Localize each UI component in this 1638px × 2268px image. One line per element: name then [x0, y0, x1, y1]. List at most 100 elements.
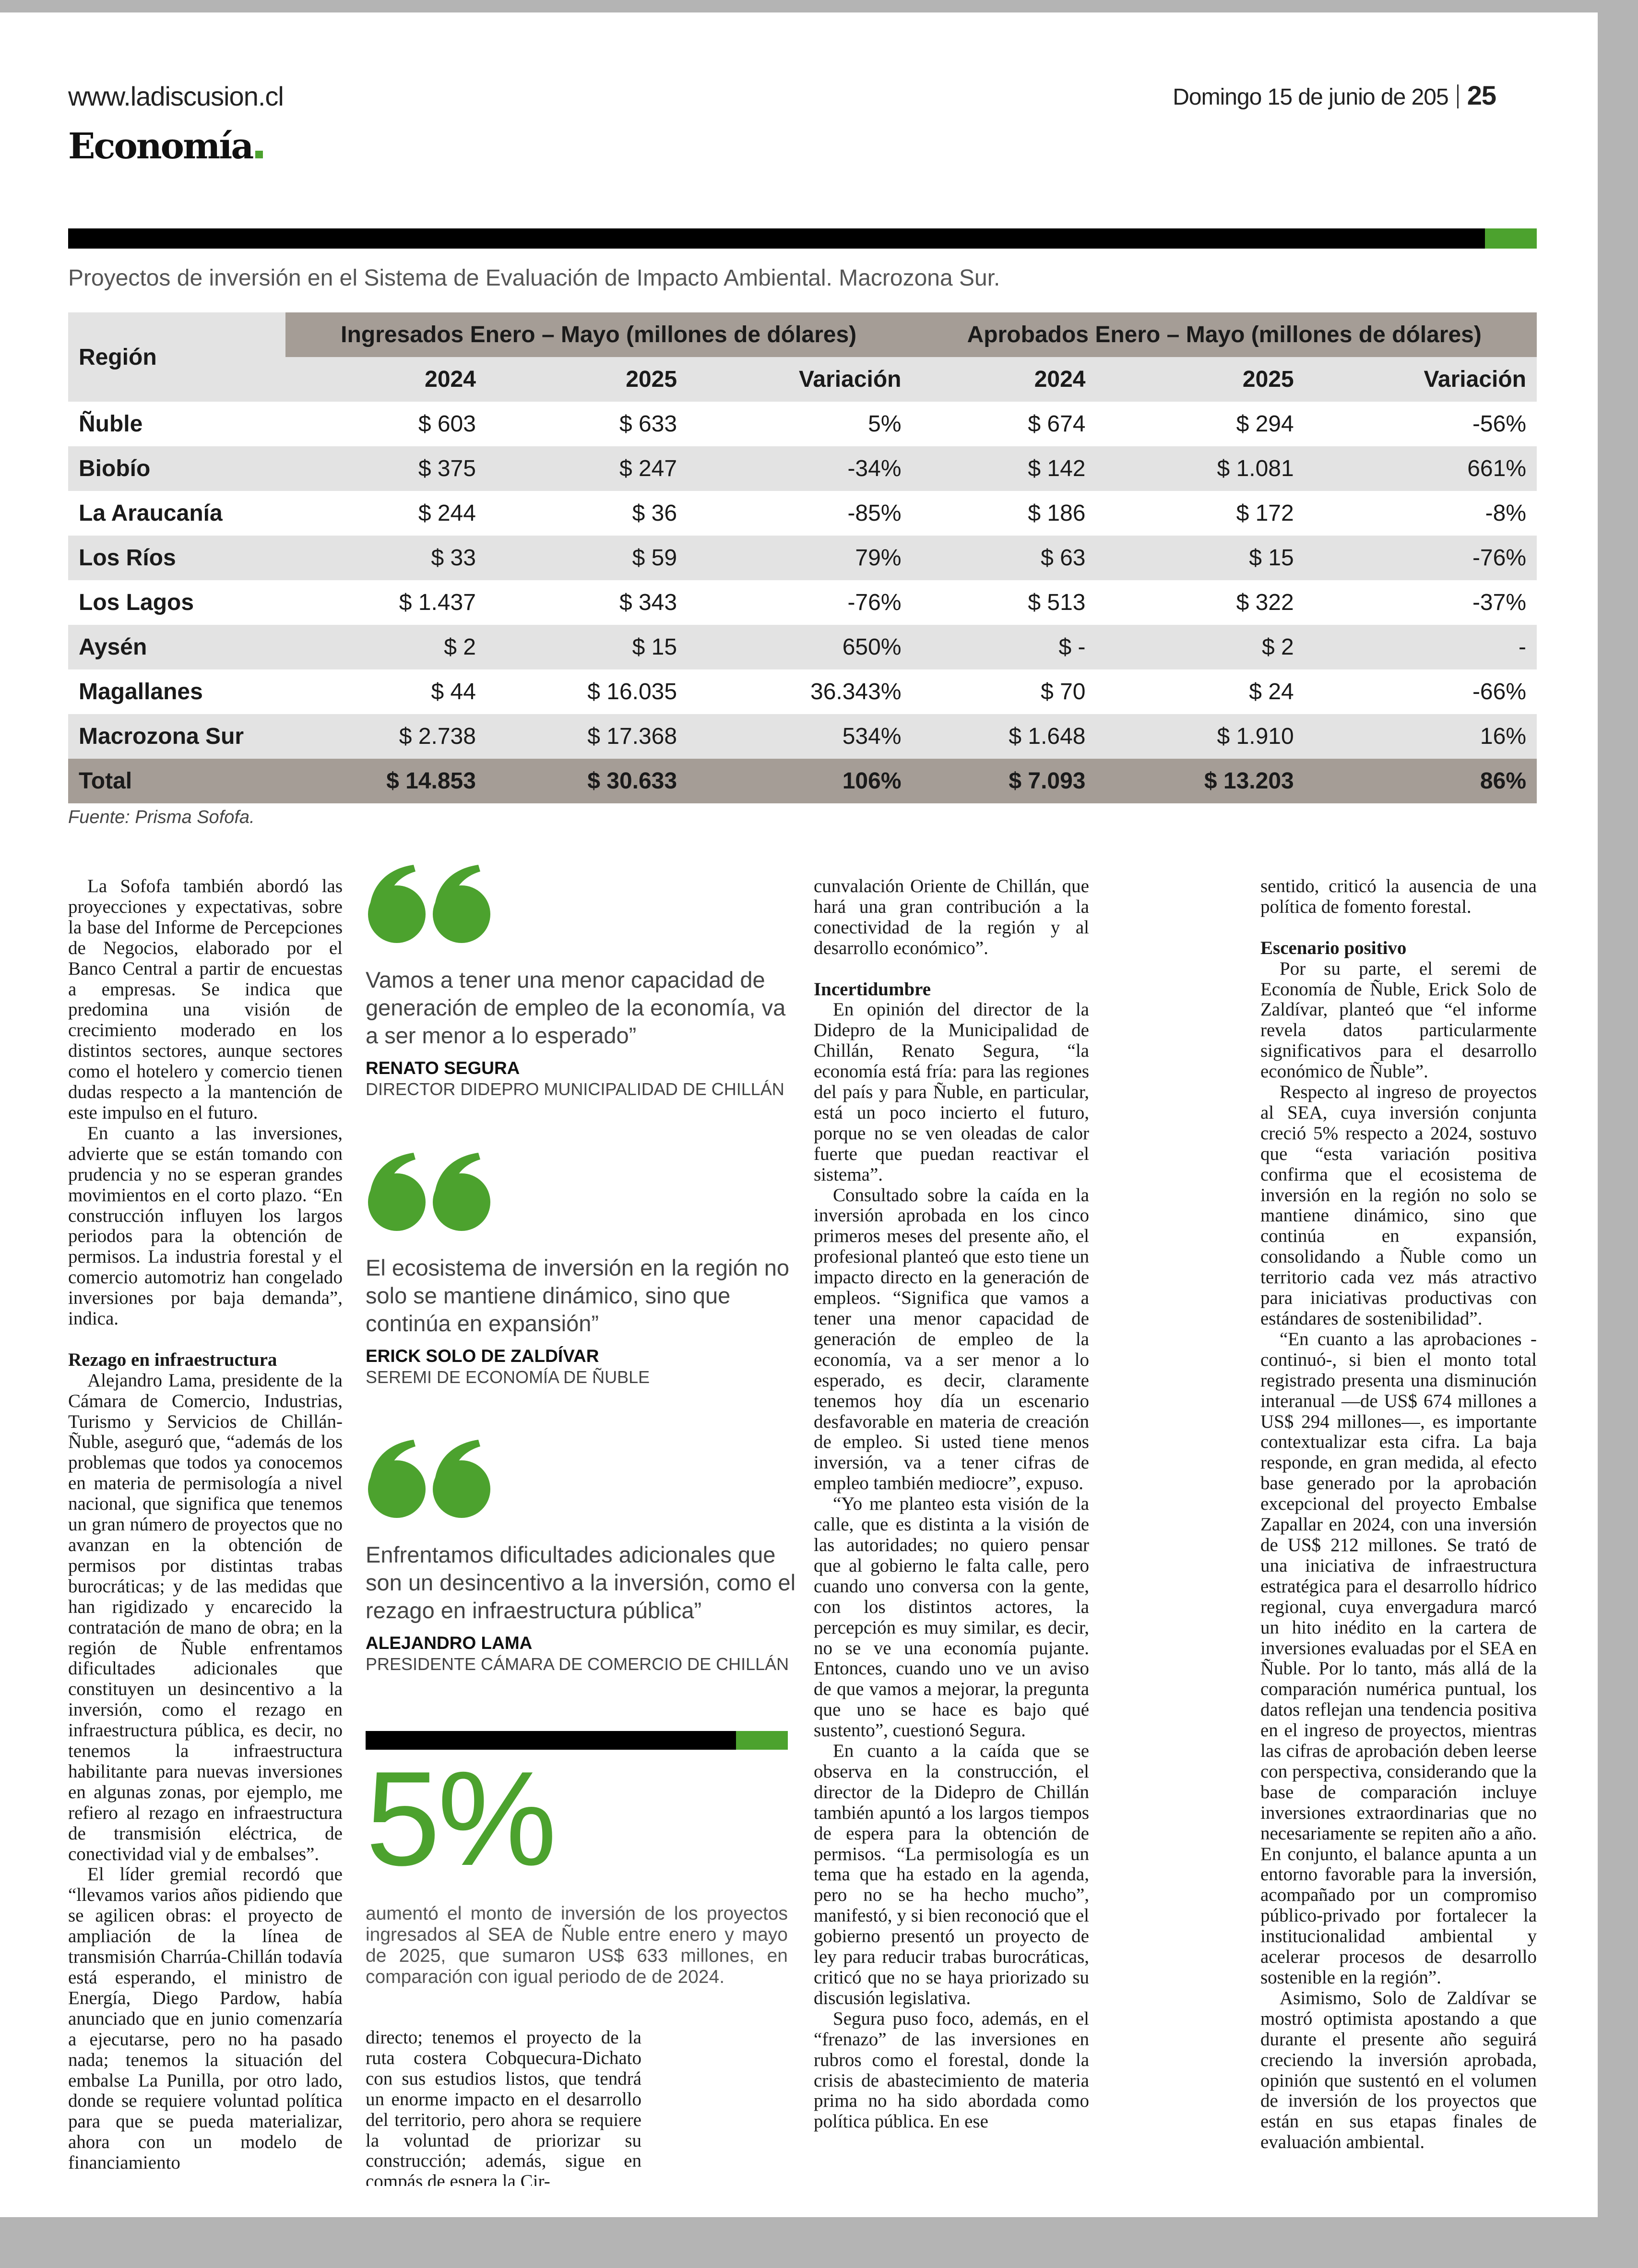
paragraph: Asimismo, Solo de Zaldívar se mostró opt…	[1260, 1987, 1537, 2153]
quote-mark-icon	[368, 1440, 490, 1518]
section-label: Economía	[68, 126, 254, 167]
paragraph: “Yo me planteo esta visión de la calle, …	[814, 1493, 1089, 1741]
value-cell: $ 30.633	[486, 759, 688, 803]
article-column-3: cunvalación Oriente de Chillán, que hará…	[814, 876, 1089, 2182]
value-cell: 86%	[1304, 759, 1537, 803]
region-cell: Los Ríos	[68, 536, 285, 580]
value-cell: 5%	[868, 411, 902, 437]
value-cell: $ 186	[1028, 501, 1086, 526]
value-cell: -56%	[1472, 411, 1526, 437]
value-cell: $ 674	[1028, 411, 1086, 437]
paragraph: En opinión del director de la Didepro de…	[814, 999, 1089, 1185]
value-cell: $ 244	[418, 501, 476, 526]
region-cell: Macrozona Sur	[68, 714, 285, 759]
value-cell: $ 16.035	[587, 679, 677, 704]
table-row: Macrozona Sur $ 2.738 $ 17.368 534% $ 1.648 $…	[68, 714, 1537, 759]
value-cell: -	[1304, 625, 1537, 669]
value-cell: $ -	[912, 625, 1096, 669]
table-row: Ñuble $ 603 $ 633 5% $ 674 $ 294 -56%	[68, 402, 1537, 446]
quote-mark-icon	[368, 1153, 490, 1231]
value-cell: $ 59	[486, 536, 688, 580]
value-cell: -37%	[1472, 590, 1526, 615]
subheader-row: 2024 2025 Variación 2024 2025 Variación	[68, 357, 1537, 402]
value-cell: $ 44	[431, 679, 476, 704]
value-cell: $ 1.081	[1096, 446, 1305, 491]
table-row: Los Ríos $ 33 $ 59 79% $ 63 $ 15 -76%	[68, 536, 1537, 580]
pull-quote-2: El ecosistema de inversión en la región …	[366, 1152, 797, 1387]
highlight-text: aumentó el monto de inversión de los pro…	[366, 1903, 788, 1987]
value-cell: 106%	[688, 759, 912, 803]
subheader-5: Variación	[1424, 367, 1526, 392]
subheader-3: 2024	[1034, 367, 1086, 392]
value-cell: $ 2	[285, 625, 487, 669]
paragraph: El líder gremial recordó que “llevamos v…	[68, 1864, 343, 2173]
value-cell: -66%	[1472, 679, 1526, 704]
value-cell: -34%	[688, 446, 912, 491]
subheader-1: 2025	[626, 367, 677, 392]
value-cell: $ 7.093	[912, 759, 1096, 803]
value-cell: $ 2.738	[285, 714, 487, 759]
value-cell: -85%	[847, 501, 902, 526]
quote-text: Enfrentamos dificultades adicionales que…	[366, 1542, 796, 1623]
value-cell: $ 294	[1236, 411, 1294, 437]
value-cell: $ 15	[486, 625, 688, 669]
subheading: Incertidumbre	[814, 979, 931, 1000]
accent-dot	[255, 151, 263, 158]
region-cell: Total	[68, 759, 285, 803]
value-cell: $ 172	[1236, 501, 1294, 526]
value-cell: 79%	[688, 536, 912, 580]
table-row: Los Lagos $ 1.437 $ 343 -76% $ 513 $ 322 -37%	[68, 580, 1537, 625]
subheader-4: 2025	[1242, 367, 1294, 392]
value-cell: $ 70	[1041, 679, 1086, 704]
value-cell: $ 15	[1096, 536, 1305, 580]
table-row: La Araucanía $ 244 $ 36 -85% $ 186 $ 172 -8%	[68, 491, 1537, 536]
date-and-page: Domingo 15 de junio de 205 25	[1173, 80, 1496, 111]
value-cell: 534%	[688, 714, 912, 759]
quote-author-role: SEREMI DE ECONOMÍA DE ÑUBLE	[366, 1367, 650, 1387]
investment-table: Región Ingresados Enero – Mayo (millones…	[68, 312, 1537, 803]
value-cell: $ 36	[632, 501, 677, 526]
value-cell: $ 513	[1028, 590, 1086, 615]
value-cell: $ 13.203	[1096, 759, 1305, 803]
quote-text: El ecosistema de inversión en la región …	[366, 1255, 790, 1336]
article-column-4: sentido, criticó la ausencia de una polí…	[1260, 876, 1537, 2182]
divider	[1457, 84, 1459, 108]
value-cell: 16%	[1304, 714, 1537, 759]
section-title: Economía	[68, 126, 263, 167]
table-source: Fuente: Prisma Sofofa.	[68, 807, 255, 827]
region-cell: Biobío	[68, 446, 285, 491]
paragraph: En cuanto a la caída que se observa en l…	[814, 1741, 1089, 2008]
highlight-figure: 5%	[366, 1744, 557, 1894]
paragraph: Por su parte, el seremi de Economía de Ñ…	[1260, 958, 1537, 1082]
paragraph: “En cuanto a las aprobaciones -continuó-…	[1260, 1328, 1537, 1988]
subheader-2: Variación	[799, 367, 902, 392]
value-cell: $ 63	[912, 536, 1096, 580]
value-cell: $ 1.437	[399, 590, 476, 615]
value-cell: $ 24	[1249, 679, 1294, 704]
value-cell: $ 17.368	[486, 714, 688, 759]
value-cell: 661%	[1304, 446, 1537, 491]
pull-quote-1: Vamos a tener una menor capacidad de gen…	[366, 864, 797, 1099]
value-cell: $ 375	[285, 446, 487, 491]
quote-author-role: PRESIDENTE CÁMARA DE COMERCIO DE CHILLÁN	[366, 1654, 789, 1674]
value-cell: $ 603	[418, 411, 476, 437]
table-row: Aysén $ 2 $ 15 650% $ - $ 2-	[68, 625, 1537, 669]
quote-author: ERICK SOLO DE ZALDÍVAR	[366, 1346, 599, 1366]
paragraph: Alejandro Lama, presidente de la Cámara …	[68, 1370, 343, 1864]
site-url[interactable]: www.ladiscusion.cl	[68, 81, 284, 111]
region-cell: La Araucanía	[79, 501, 223, 526]
value-cell: $ 142	[912, 446, 1096, 491]
header-ingresados: Ingresados Enero – Mayo (millones de dól…	[285, 312, 912, 357]
subheading: Rezago en infraestructura	[68, 1349, 277, 1370]
value-cell: $ 33	[285, 536, 487, 580]
region-cell: Magallanes	[79, 679, 203, 704]
paragraph: directo; tenemos el proyecto de la ruta …	[366, 2028, 641, 2186]
value-cell: -8%	[1485, 501, 1526, 526]
paragraph: Segura puso foco, además, en el “frenazo…	[814, 2008, 1089, 2132]
table-row: Biobío $ 375 $ 247 -34% $ 142 $ 1.081 661%	[68, 446, 1537, 491]
table-caption: Proyectos de inversión en el Sistema de …	[68, 265, 1000, 291]
paragraph: Consultado sobre la caída en la inversió…	[814, 1184, 1089, 1494]
paragraph: cunvalación Oriente de Chillán, que hará…	[814, 876, 1089, 958]
article-column-2: directo; tenemos el proyecto de la ruta …	[366, 2028, 641, 2186]
paragraph: En cuanto a las inversiones, advierte qu…	[68, 1122, 343, 1329]
